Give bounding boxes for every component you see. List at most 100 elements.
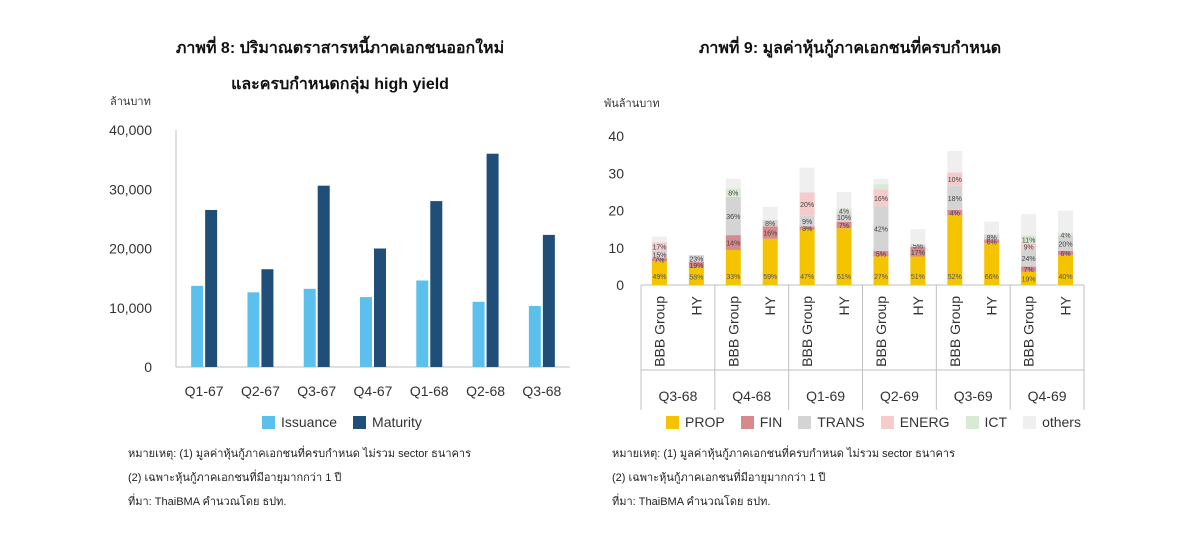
x-tick-label: HY [984,295,1000,315]
x-tick-label: Q1-68 [410,383,449,399]
chart-title-left-line2: และครบกำหนดกลุ่ม high yield [231,76,449,93]
stack-others-q3-68-bbb [651,236,667,243]
x-tick-label: HY [910,295,926,315]
x-tick-label: Q3-67 [297,383,336,399]
data-label: 59% [763,274,777,281]
stack-others-q2-69-hy [910,229,926,245]
stack-prop-q2-69-bbb [873,256,889,285]
legend-label-ict: ICT [984,414,1008,430]
stack-trans-q3-68-bbb [651,250,667,258]
stack-energ-q4-69-bbb [1021,243,1037,250]
x-tick-label: Q3-68 [522,383,561,399]
data-label: 51% [911,274,925,281]
stack-others-q3-69-hy [984,221,1000,235]
legend-swatch-ict [965,415,979,429]
legend-label-issuance: Issuance [281,414,338,430]
legend-label-others: others [1042,414,1081,430]
data-label: 42% [874,227,888,234]
stack-energ-q1-69-bbb [799,192,815,216]
data-label: 33% [726,274,740,281]
stack-prop-q3-69-hy [984,243,1000,285]
data-label: 47% [800,274,814,281]
bar-maturity-q3-67 [317,185,330,367]
stack-trans-q1-69-bbb [799,215,815,227]
stack-trans-q4-69-hy [1058,235,1074,251]
bar-maturity-q1-68 [430,201,443,367]
x-tick-label: HY [688,295,704,315]
data-label: 10% [948,177,962,184]
y-tick-label: 20,000 [109,241,152,257]
stack-prop-q1-69-bbb [799,229,815,285]
data-label: 10% [837,215,851,222]
x-tick-label: BBB Group [1021,296,1037,367]
bar-issuance-q1-68 [416,280,429,367]
legend-item-trans: TRANS [798,414,865,430]
data-label: 7% [839,223,849,230]
stack-others-q4-69-bbb [1021,214,1037,236]
data-label: 6% [1060,251,1070,258]
bar-maturity-q2-67 [261,269,274,367]
legend-swatch-fin [740,415,754,429]
group-label: Q1-69 [806,388,845,404]
legend-left: Issuance Maturity [262,414,438,430]
data-label: 9% [802,219,812,226]
bar-maturity-q1-67 [205,209,218,367]
stack-fin-q3-69-bbb [947,209,963,216]
y-tick-label: 30 [608,165,624,181]
data-label: 18% [948,196,962,203]
data-label: 36% [726,214,740,221]
footnote-right-1: หมายเหตุ: (1) มูลค่าหุ้นกู้ภาคเอกชนที่คร… [612,448,955,460]
left-bar-chart: 0 10,000 20,000 30,000 40,000 Q1-67 Q2-67 Q3-67… [109,122,570,399]
data-label: 66% [985,274,999,281]
stack-prop-q1-69-hy [836,228,852,285]
group-label: Q2-69 [880,388,919,404]
stack-ict-q4-69-bbb [1021,235,1037,244]
bar-issuance-q2-68 [472,301,485,367]
footnote-left-1: หมายเหตุ: (1) มูลค่าหุ้นกู้ภาคเอกชนที่คร… [128,448,471,460]
x-tick-label: Q1-67 [185,383,224,399]
y-tick-label: 40,000 [109,122,152,138]
data-label: 8% [765,221,775,228]
bar-issuance-q2-67 [247,292,260,367]
stack-energ-q2-69-bbb [873,189,889,207]
stack-trans-q4-68-bbb [725,196,741,236]
stack-prop-q4-68-bbb [725,249,741,285]
stack-trans-q3-68-hy [688,255,704,263]
bar-maturity-q2-68 [486,153,499,367]
data-label: 8% [987,235,997,242]
x-tick-label: BBB Group [725,296,741,367]
legend-item-prop: PROP [666,414,725,430]
stack-prop-q4-69-bbb [1021,271,1037,285]
x-tick-label: HY [762,295,778,315]
legend-swatch-issuance [262,415,275,429]
data-label: 61% [837,274,851,281]
chart-title-right: ภาพที่ 9: มูลค่าหุ้นกู้ภาคเอกชนที่ครบกำห… [698,40,1002,57]
group-label: Q4-68 [732,388,771,404]
stack-prop-q3-68-bbb [651,261,667,285]
footnote-left-2: (2) เฉพาะหุ้นกู้ภาคเอกชนที่มีอายุมากกว่า… [128,472,342,484]
y-tick-label: 30,000 [109,181,152,197]
data-label: 17% [911,250,925,257]
legend-right: PROP FIN TRANS ENERG ICT others [666,414,1097,430]
stack-energ-q3-69-bbb [947,172,963,186]
stack-trans-q1-69-hy [836,212,852,222]
data-label: 20% [800,202,814,209]
data-label: 27% [874,274,888,281]
stack-fin-q1-69-hy [836,221,852,229]
stack-others-q1-69-bbb [799,167,815,193]
data-label: 7% [1024,267,1034,274]
stack-energ-q3-68-bbb [651,242,667,251]
group-label: Q3-68 [658,388,697,404]
stack-others-q2-69-bbb [873,178,889,185]
data-label: 17% [652,245,666,252]
legend-item-ict: ICT [965,414,1008,430]
y-tick-label: 0 [144,359,152,375]
bar-maturity-q3-68 [542,234,555,367]
data-label: 4% [950,211,960,218]
data-label: 5% [913,244,923,251]
data-label: 16% [763,231,777,238]
bar-issuance-q4-67 [360,297,372,367]
data-label: 40% [1059,274,1073,281]
legend-label-energ: ENERG [899,414,950,430]
x-tick-label: Q2-68 [466,383,505,399]
